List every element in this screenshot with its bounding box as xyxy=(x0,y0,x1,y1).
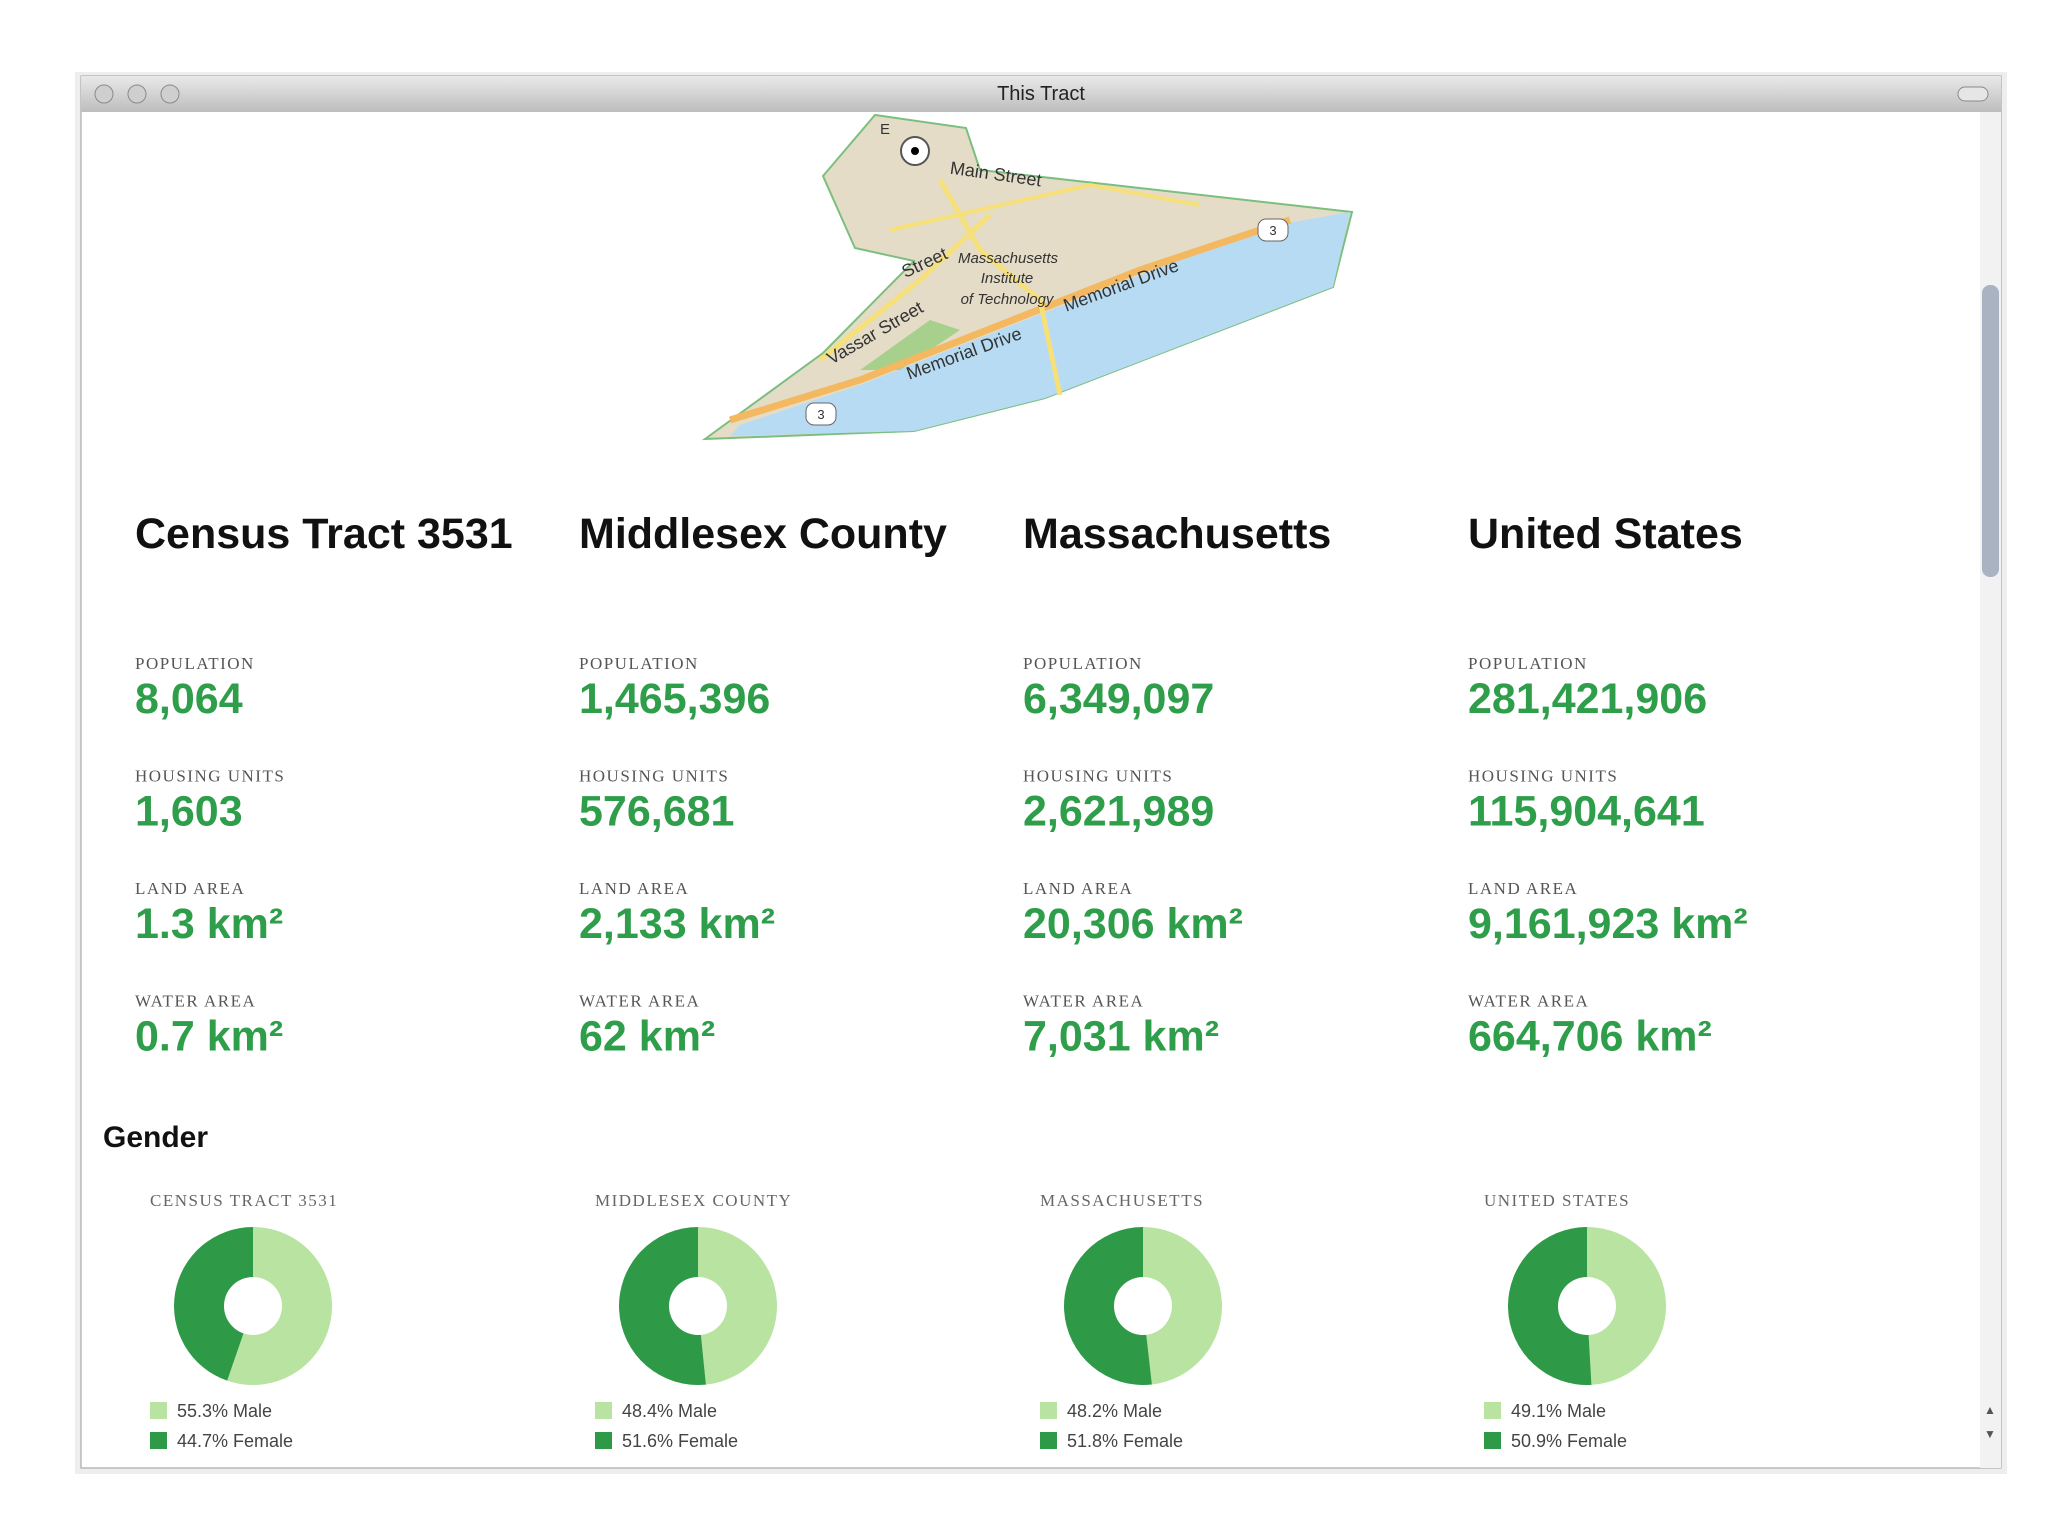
stat-value: 6,349,097 xyxy=(1023,675,1214,723)
legend-label: 48.4% Male xyxy=(622,1401,717,1421)
chart-title: UNITED STATES xyxy=(1484,1191,1630,1210)
legend-swatch xyxy=(595,1432,612,1449)
chart-title: MASSACHUSETTS xyxy=(1040,1191,1204,1210)
stat-label: POPULATION xyxy=(1468,654,1588,673)
stat-value: 115,904,641 xyxy=(1468,788,1705,836)
road xyxy=(728,216,1292,424)
scroll-up[interactable]: ▲ xyxy=(1984,1403,1996,1417)
stat-label: POPULATION xyxy=(135,654,255,673)
river xyxy=(730,212,1350,436)
legend-label: 49.1% Male xyxy=(1511,1401,1606,1421)
stat-value: 1,603 xyxy=(135,788,243,836)
stat-value: 664,706 km² xyxy=(1468,1013,1712,1061)
legend-swatch xyxy=(1484,1432,1501,1449)
stat-value: 281,421,906 xyxy=(1468,675,1707,723)
stat-label: WATER AREA xyxy=(1023,992,1144,1011)
donut-slice xyxy=(1508,1227,1592,1385)
legend-label: 55.3% Male xyxy=(177,1401,272,1421)
stat-label: LAND AREA xyxy=(135,879,245,898)
minimize-button[interactable] xyxy=(127,84,147,104)
stat-value: 8,064 xyxy=(135,675,243,723)
stat-label: HOUSING UNITS xyxy=(579,767,729,786)
stat-label: POPULATION xyxy=(1023,654,1143,673)
stat-value: 2,621,989 xyxy=(1023,788,1214,836)
close-button[interactable] xyxy=(94,84,114,104)
route-number: 3 xyxy=(1269,223,1276,238)
window-title: This Tract xyxy=(997,83,1085,105)
legend-swatch xyxy=(1484,1402,1501,1419)
road xyxy=(818,213,992,362)
legend-swatch xyxy=(150,1402,167,1419)
stat-label: WATER AREA xyxy=(1468,992,1589,1011)
title-bar xyxy=(81,76,2001,112)
donut-slice xyxy=(698,1227,777,1385)
stat-value: 576,681 xyxy=(579,788,734,836)
legend-label: 48.2% Male xyxy=(1067,1401,1162,1421)
chart-title: CENSUS TRACT 3531 xyxy=(150,1191,338,1210)
region-title: United States xyxy=(1468,510,1743,558)
stat-value: 1,465,396 xyxy=(579,675,770,723)
legend-swatch xyxy=(1040,1432,1057,1449)
park xyxy=(860,320,960,370)
stat-value: 7,031 km² xyxy=(1023,1013,1219,1061)
stat-label: LAND AREA xyxy=(579,879,689,898)
map-label: of Technology xyxy=(961,291,1055,308)
donut-slice xyxy=(173,1227,253,1381)
section-title: Gender xyxy=(103,1121,208,1154)
legend-swatch xyxy=(595,1402,612,1419)
scrollbar-thumb[interactable] xyxy=(1982,285,1999,577)
stat-label: WATER AREA xyxy=(135,992,256,1011)
map-label: E xyxy=(880,121,890,138)
chart-title: MIDDLESEX COUNTY xyxy=(595,1191,792,1210)
region-title: Middlesex County xyxy=(579,510,947,558)
stat-value: 62 km² xyxy=(579,1013,715,1061)
stat-value: 1.3 km² xyxy=(135,900,283,948)
donut-slice xyxy=(1064,1227,1152,1385)
toolbar-button[interactable] xyxy=(1957,86,1989,102)
stat-label: HOUSING UNITS xyxy=(1468,767,1618,786)
stat-value: 20,306 km² xyxy=(1023,900,1243,948)
donut-slice xyxy=(1143,1227,1222,1385)
map-label: Institute xyxy=(981,270,1034,287)
stat-value: 9,161,923 km² xyxy=(1468,900,1748,948)
map-label: Massachusetts xyxy=(958,250,1059,267)
stat-value: 0.7 km² xyxy=(135,1013,283,1061)
donut-slice xyxy=(227,1227,332,1385)
map-pin-dot xyxy=(911,147,919,155)
stat-label: HOUSING UNITS xyxy=(135,767,285,786)
legend-label: 44.7% Female xyxy=(177,1431,293,1451)
stat-label: HOUSING UNITS xyxy=(1023,767,1173,786)
stat-value: 2,133 km² xyxy=(579,900,775,948)
legend-label: 50.9% Female xyxy=(1511,1431,1627,1451)
zoom-button[interactable] xyxy=(160,84,180,104)
legend-swatch xyxy=(1040,1402,1057,1419)
region-title: Massachusetts xyxy=(1023,510,1331,558)
region-title: Census Tract 3531 xyxy=(135,510,513,558)
stat-label: WATER AREA xyxy=(579,992,700,1011)
route-shield xyxy=(805,402,837,426)
legend-label: 51.8% Female xyxy=(1067,1431,1183,1451)
donut-slice xyxy=(618,1227,706,1386)
route-number: 3 xyxy=(817,407,824,422)
stat-label: LAND AREA xyxy=(1023,879,1133,898)
route-shield xyxy=(1257,218,1289,242)
stat-label: POPULATION xyxy=(579,654,699,673)
legend-label: 51.6% Female xyxy=(622,1431,738,1451)
stat-label: LAND AREA xyxy=(1468,879,1578,898)
scroll-down[interactable]: ▼ xyxy=(1984,1427,1996,1441)
road xyxy=(889,182,1201,232)
donut-slice xyxy=(1587,1227,1667,1385)
legend-swatch xyxy=(150,1432,167,1449)
